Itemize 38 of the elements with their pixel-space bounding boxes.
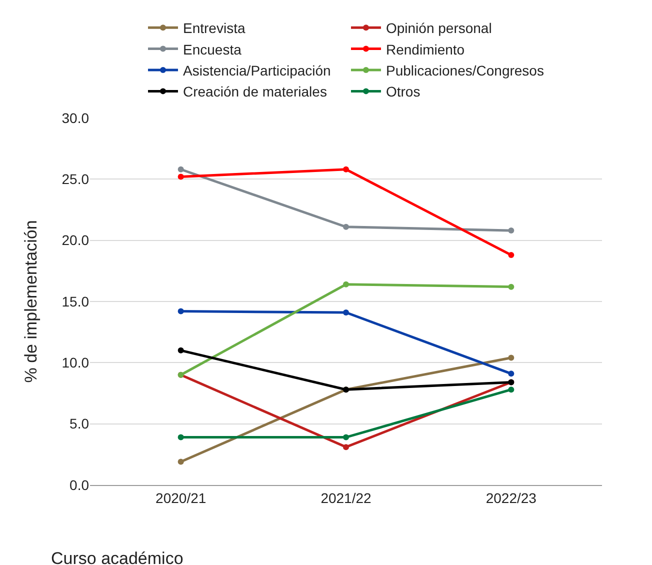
y-tick-label: 30.0 bbox=[62, 110, 90, 126]
legend-label: Otros bbox=[386, 84, 420, 100]
y-tick-label: 15.0 bbox=[62, 293, 90, 310]
point bbox=[178, 347, 184, 354]
point bbox=[508, 370, 514, 377]
legend-label: Entrevista bbox=[183, 20, 246, 36]
legend-label: Asistencia/Participación bbox=[183, 62, 331, 78]
y-tick-label: 10.0 bbox=[62, 354, 90, 371]
legend-label: Creación de materiales bbox=[183, 84, 327, 100]
point bbox=[343, 224, 349, 230]
point bbox=[178, 458, 184, 465]
point bbox=[508, 284, 514, 290]
point bbox=[343, 166, 349, 172]
x-tick-label: 2021/22 bbox=[320, 490, 372, 506]
y-tick-label: 0.0 bbox=[70, 476, 90, 493]
point bbox=[178, 308, 184, 314]
point bbox=[508, 386, 514, 393]
legend-label: Opinión personal bbox=[386, 20, 492, 36]
y-tick-label: 5.0 bbox=[70, 416, 90, 432]
y-tick-label: 20.0 bbox=[62, 232, 90, 248]
y-tick-label: 25.0 bbox=[62, 171, 90, 188]
x-tick-label: 2020/21 bbox=[156, 490, 206, 506]
point bbox=[178, 166, 184, 172]
point bbox=[343, 310, 349, 316]
legend-label: Rendimiento bbox=[386, 41, 465, 58]
x-tick-label: 2022/23 bbox=[486, 490, 537, 506]
point bbox=[508, 354, 514, 361]
point bbox=[178, 174, 184, 180]
point bbox=[343, 434, 349, 440]
y-axis-title: % de implementación bbox=[21, 220, 40, 383]
legend-label: Encuesta bbox=[183, 41, 242, 58]
point bbox=[508, 252, 514, 258]
legend-label: Publicaciones/Congresos bbox=[386, 62, 544, 78]
point bbox=[508, 228, 514, 234]
x-axis-title: Curso académico bbox=[51, 549, 184, 565]
point bbox=[343, 281, 349, 288]
point bbox=[343, 444, 349, 450]
point bbox=[178, 434, 184, 440]
